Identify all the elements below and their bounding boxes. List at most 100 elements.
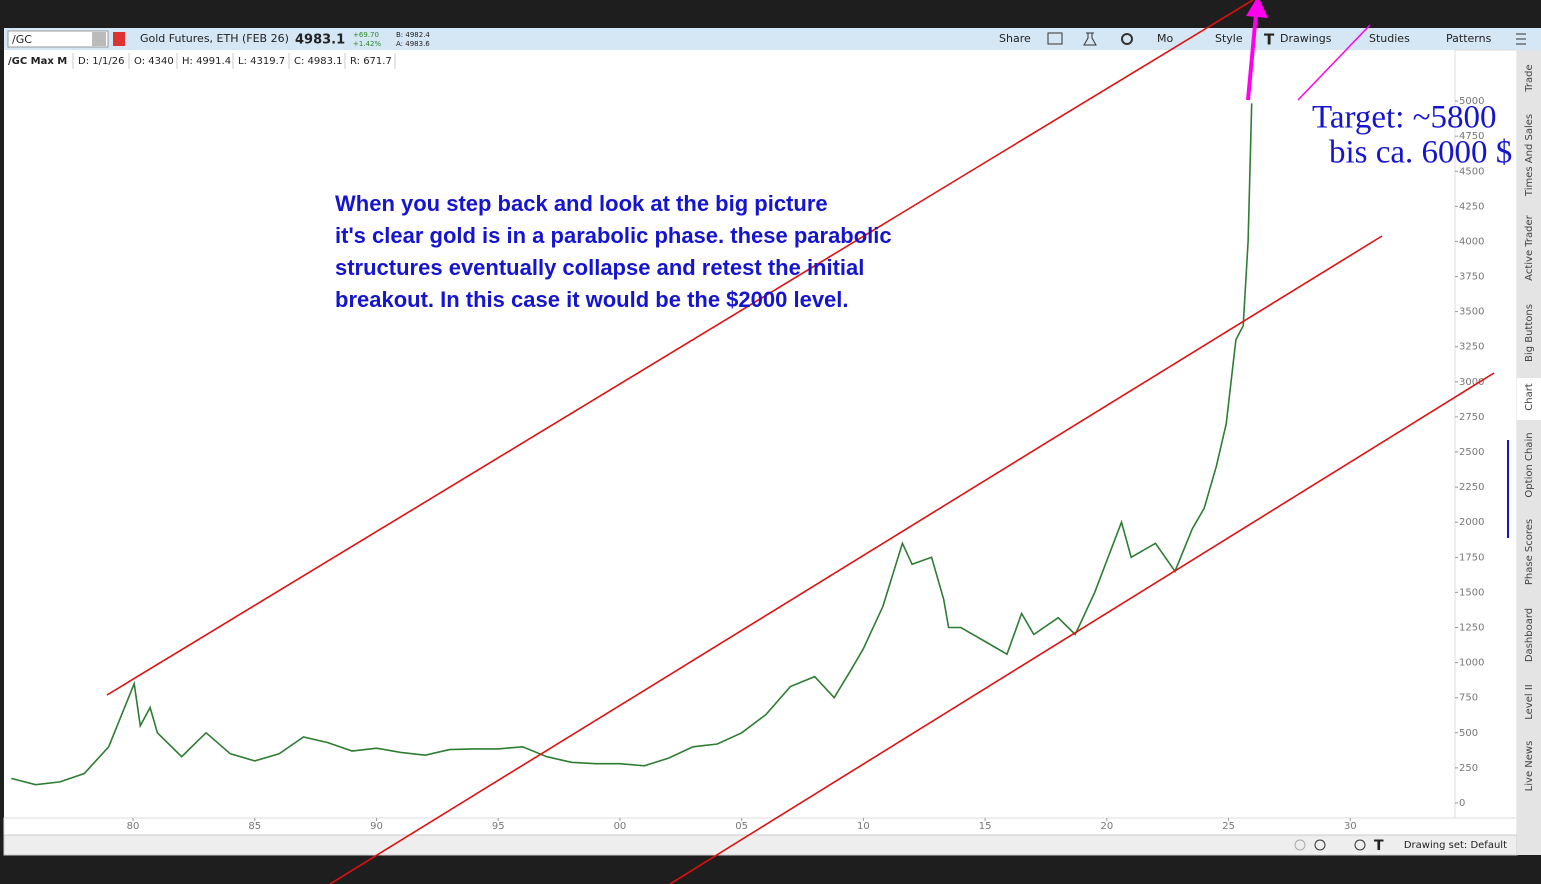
x-tick-label: 80	[127, 821, 140, 832]
y-tick-label: 3000	[1459, 377, 1484, 388]
menu-icon[interactable]	[1516, 33, 1526, 45]
link-badge[interactable]	[113, 32, 125, 46]
icon[interactable]	[1121, 33, 1133, 45]
y-tick-label: 3750	[1459, 272, 1484, 283]
drawing-set[interactable]: Drawing set: Default	[1404, 840, 1507, 851]
price-line	[11, 103, 1253, 786]
plot: 0250500750100012501500175020002250250027…	[11, 96, 1484, 832]
x-tick-label: 95	[492, 821, 505, 832]
info-group: /GC Max M D: 1/1/26 O: 4340 H: 4991.4 L: 431…	[8, 53, 396, 69]
y-tick-label: 4750	[1459, 131, 1484, 142]
crosshair[interactable]	[1354, 839, 1366, 851]
active-tab	[1517, 378, 1541, 420]
icon[interactable]	[1047, 32, 1063, 45]
y-tick-label: 250	[1459, 763, 1478, 774]
info-bar	[4, 50, 1517, 72]
side-tab[interactable]: Trade	[1524, 64, 1535, 92]
target-note: Target: ~5800	[1312, 100, 1496, 136]
icon[interactable]	[1083, 32, 1097, 46]
info-item: H: 4991.4	[182, 56, 231, 67]
side-tab[interactable]: Dashboard	[1524, 608, 1535, 662]
y-tick-label: 3500	[1459, 307, 1484, 318]
annotation-line: it's clear gold is in a parabolic phase.…	[335, 223, 892, 248]
toolbar	[4, 28, 1541, 50]
trend-line	[329, 235, 1383, 884]
y-tick-label: 1750	[1459, 552, 1484, 563]
x-tick-label: 30	[1344, 821, 1357, 832]
y-tick-label: 2000	[1459, 517, 1484, 528]
arrow-shaft	[1246, 13, 1258, 101]
last-price: 4983.1	[295, 33, 345, 48]
zoom-in[interactable]	[1314, 839, 1326, 851]
info-item: O: 4340	[134, 56, 174, 67]
y-tick-label: 4500	[1459, 166, 1484, 177]
ask: A: 4983.6	[396, 40, 430, 48]
drawings-button[interactable]: Drawings	[1280, 32, 1332, 45]
tabs: Trade Times And Sales Active Trader Big But…	[1524, 64, 1535, 791]
y-tick-label: 4000	[1459, 236, 1484, 247]
change: +69.70	[353, 31, 379, 39]
share-button[interactable]: Share	[999, 32, 1031, 45]
side-tab[interactable]: Chart	[1524, 383, 1535, 411]
x-tick-label: 25	[1222, 821, 1235, 832]
annotation-line: structures eventually collapse and retes…	[335, 255, 864, 280]
side-tab[interactable]: Level II	[1524, 684, 1535, 719]
x-tick-label: 20	[1100, 821, 1113, 832]
magenta-line	[1297, 24, 1371, 101]
x-tick-label: 90	[370, 821, 383, 832]
side-tab[interactable]: Option Chain	[1524, 432, 1535, 497]
scrollbar[interactable]	[3, 834, 1518, 856]
side-panel	[1517, 50, 1541, 855]
y-tick-label: 3250	[1459, 342, 1484, 353]
side-tab[interactable]: Active Trader	[1524, 214, 1535, 280]
patterns-button[interactable]: Patterns	[1446, 32, 1492, 45]
y-tick-label: 2500	[1459, 447, 1484, 458]
bid: B: 4982.4	[396, 31, 430, 39]
style-button[interactable]: Style	[1215, 32, 1243, 45]
info-item: L: 4319.7	[238, 56, 285, 67]
x-tick-label: 85	[248, 821, 261, 832]
y-tick-label: 0	[1459, 798, 1465, 809]
side-tab[interactable]: Phase Scores	[1524, 519, 1535, 585]
info-item: /GC Max M	[8, 56, 67, 67]
y-tick-label: 5000	[1459, 96, 1484, 107]
dropdown[interactable]	[92, 32, 106, 46]
y-tick-label: 750	[1459, 693, 1478, 704]
annotation-line: When you step back and look at the big p…	[335, 191, 828, 216]
info-item: C: 4983.1	[294, 56, 343, 67]
y-tick-label: 1500	[1459, 587, 1484, 598]
footer-icon: T	[1374, 838, 1384, 854]
plot-area	[4, 72, 1455, 818]
side-tab[interactable]: Times And Sales	[1524, 114, 1535, 197]
y-tick-label: 2250	[1459, 482, 1484, 493]
y-tick-label: 500	[1459, 728, 1478, 739]
x-tick-label: 15	[979, 821, 992, 832]
target-note: bis ca. 6000 $	[1329, 135, 1512, 171]
drawings	[106, 0, 1509, 884]
trend-line	[106, 0, 1254, 696]
symbol: /GC	[12, 33, 32, 46]
y-tick-label: 2750	[1459, 412, 1484, 423]
y-tick-label: 1250	[1459, 622, 1484, 633]
x-axis-panel	[3, 817, 1518, 836]
y-tick-label: 1000	[1459, 658, 1484, 669]
trend-line	[669, 372, 1495, 884]
x-tick-label: 10	[857, 821, 870, 832]
x-tick-label: 00	[614, 821, 627, 832]
info-item: D: 1/1/26	[78, 56, 124, 67]
drawings-icon: T	[1264, 31, 1275, 49]
change-pct: +1.42%	[353, 40, 381, 48]
info-item: R: 671.7	[350, 56, 392, 67]
zoom-out[interactable]	[1294, 839, 1306, 851]
arrow-head	[1246, 0, 1268, 18]
side-tab[interactable]: Big Buttons	[1524, 304, 1535, 362]
y-axis-panel	[1454, 49, 1518, 819]
mode-button[interactable]: Mo	[1157, 32, 1173, 45]
symbol-input[interactable]	[7, 30, 109, 48]
side-tab[interactable]: Live News	[1524, 741, 1535, 792]
studies-button[interactable]: Studies	[1369, 32, 1410, 45]
y-tick-label: 4250	[1459, 201, 1484, 212]
x-tick-label: 05	[735, 821, 748, 832]
annotation-line: breakout. In this case it would be the $…	[335, 287, 849, 312]
